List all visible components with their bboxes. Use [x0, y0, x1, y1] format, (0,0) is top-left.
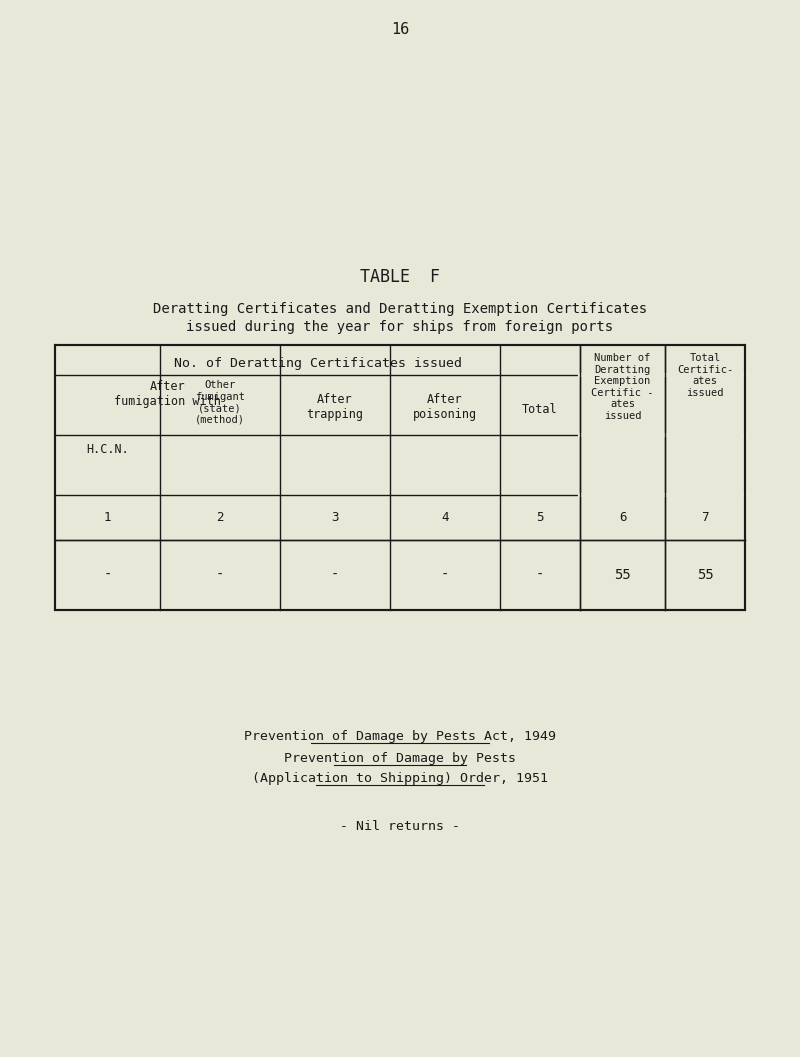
Text: Prevention of Damage by Pests: Prevention of Damage by Pests — [284, 752, 516, 765]
Text: Deratting Certificates and Deratting Exemption Certificates: Deratting Certificates and Deratting Exe… — [153, 302, 647, 316]
Text: Other
fumigant
(state)
(method): Other fumigant (state) (method) — [195, 381, 245, 425]
Text: 7: 7 — [702, 511, 709, 524]
Text: Number of
Deratting
Exemption
Certific -
ates
issued: Number of Deratting Exemption Certific -… — [591, 353, 654, 421]
Text: issued during the year for ships from foreign ports: issued during the year for ships from fo… — [186, 320, 614, 334]
Text: 2: 2 — [216, 511, 224, 524]
Text: -: - — [536, 568, 544, 582]
Text: H.C.N.: H.C.N. — [86, 443, 129, 456]
Text: TABLE  F: TABLE F — [360, 268, 440, 286]
Text: 3: 3 — [331, 511, 338, 524]
Text: 1: 1 — [104, 511, 111, 524]
Text: Total: Total — [522, 403, 558, 416]
Text: 16: 16 — [391, 22, 409, 37]
Text: Prevention of Damage by Pests Act, 1949: Prevention of Damage by Pests Act, 1949 — [244, 730, 556, 743]
Text: - Nil returns -: - Nil returns - — [340, 820, 460, 833]
Text: 55: 55 — [697, 568, 714, 582]
Text: No. of Deratting Certificates issued: No. of Deratting Certificates issued — [174, 357, 462, 370]
Text: -: - — [441, 568, 449, 582]
Text: -: - — [103, 568, 112, 582]
Bar — [55, 345, 745, 610]
Text: 4: 4 — [442, 511, 449, 524]
Text: 55: 55 — [614, 568, 631, 582]
Text: -: - — [216, 568, 224, 582]
Text: After
fumigation with: After fumigation with — [114, 381, 221, 408]
Text: Total
Certific-
ates
issued: Total Certific- ates issued — [677, 353, 733, 397]
Text: (Application to Shipping) Order, 1951: (Application to Shipping) Order, 1951 — [252, 772, 548, 785]
Text: 5: 5 — [536, 511, 544, 524]
Text: 6: 6 — [618, 511, 626, 524]
Text: After
trapping: After trapping — [306, 393, 363, 421]
Text: -: - — [331, 568, 339, 582]
Text: After
poisoning: After poisoning — [413, 393, 477, 421]
